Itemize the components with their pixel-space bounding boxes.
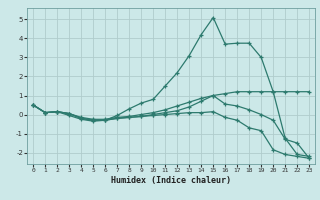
- X-axis label: Humidex (Indice chaleur): Humidex (Indice chaleur): [111, 176, 231, 185]
